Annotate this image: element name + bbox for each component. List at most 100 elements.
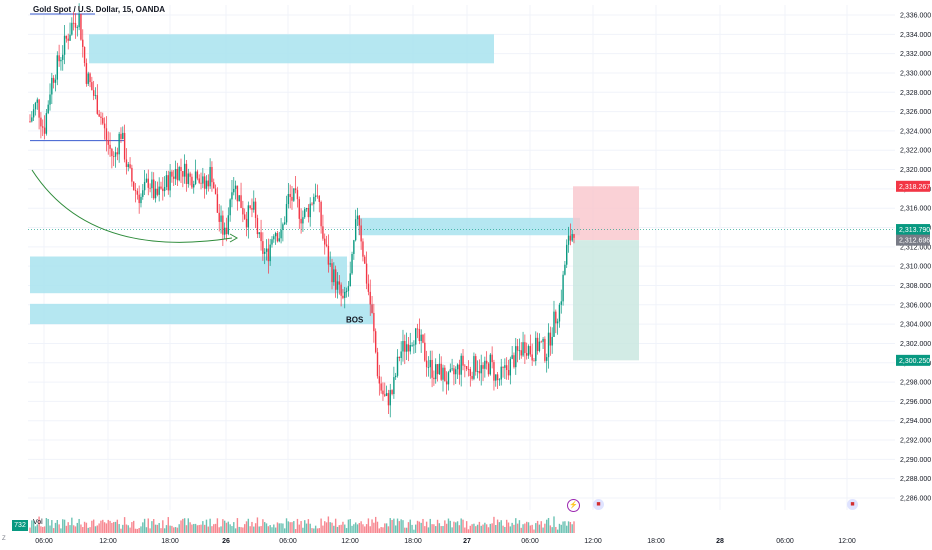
volume-bar: [120, 528, 122, 533]
candle-body: [111, 148, 113, 157]
candle-body: [116, 152, 119, 155]
candle-body: [112, 156, 115, 157]
y-tick-label: 2,302.000: [900, 341, 931, 348]
volume-bar: [405, 527, 408, 533]
candle-body: [373, 312, 375, 332]
volume-bar: [198, 524, 200, 533]
candle-body: [560, 301, 562, 305]
volume-bar: [118, 524, 120, 533]
volume-bar: [445, 523, 448, 533]
volume-bar: [76, 522, 79, 533]
candle-body: [327, 246, 330, 265]
volume-bar: [409, 519, 411, 533]
candle-body: [198, 178, 200, 183]
candle-body: [536, 337, 539, 351]
us-flag-icon[interactable]: ■: [847, 499, 858, 510]
volume-bar: [384, 523, 386, 533]
volume-bar: [542, 527, 544, 533]
volume-bar: [476, 524, 479, 533]
candle-body: [456, 364, 459, 370]
candle-body: [336, 281, 339, 290]
candle-body: [435, 364, 437, 380]
candle-body: [153, 179, 155, 199]
volume-bar: [436, 519, 439, 533]
candle-body: [200, 182, 202, 184]
y-tick-label: 2,292.000: [900, 438, 931, 445]
candle-body: [158, 186, 160, 195]
candle-body: [287, 194, 290, 205]
candle-body: [473, 356, 475, 379]
x-axis[interactable]: 06:00 12:00 18:00 26 06:00 12:00 18:00 27 06:00 1…: [35, 538, 856, 545]
candle-body: [118, 133, 120, 155]
chart-title: Gold Spot / U.S. Dollar, 15, OANDA: [33, 5, 166, 14]
candle-body: [549, 332, 552, 346]
demand-zone-1: [30, 256, 347, 294]
volume-bar: [291, 522, 293, 533]
volume-bar: [478, 521, 481, 533]
volume-bar: [265, 523, 268, 533]
candle-body: [498, 379, 501, 381]
volume-bar: [78, 518, 80, 533]
candle-body: [171, 171, 173, 177]
candle-body: [353, 240, 355, 254]
y-axis[interactable]: 2,336.000 2,334.000 2,332.000 2,330.000 2,32…: [900, 13, 931, 503]
candle-body: [551, 336, 553, 346]
candle-body: [296, 190, 299, 200]
candle-body: [236, 185, 239, 202]
candle-body: [109, 144, 111, 149]
candle-body: [511, 355, 513, 359]
candle-body: [213, 182, 215, 189]
candle-body: [45, 113, 48, 134]
candle-body: [502, 366, 504, 368]
volume-bar: [320, 518, 322, 533]
candle-body: [234, 185, 237, 189]
candle-body: [451, 368, 453, 370]
candle-body: [114, 152, 117, 157]
candle-body: [513, 355, 515, 368]
position-tool[interactable]: [573, 186, 639, 361]
candle-body: [189, 173, 191, 177]
volume-bar: [207, 526, 210, 533]
volume-bar: [418, 521, 421, 533]
candle-body: [165, 175, 168, 188]
candle-body: [176, 168, 179, 181]
candle-body: [453, 368, 455, 375]
candle-body: [29, 121, 31, 123]
price-tag-label: 2,318.267: [899, 184, 930, 191]
volume-bar: [100, 520, 102, 533]
volume-bar: [394, 525, 397, 533]
candle-body: [424, 342, 426, 361]
volume-bar: [462, 519, 464, 533]
timezone-label[interactable]: Z: [2, 536, 6, 542]
candle-body: [31, 117, 33, 122]
volume-bar: [560, 524, 562, 533]
candle-body: [384, 394, 386, 396]
candle-body: [52, 77, 55, 83]
volume-bar: [489, 523, 492, 533]
candle-body: [271, 239, 273, 245]
candle-body: [147, 178, 149, 188]
candle-body: [491, 354, 493, 363]
volume-bar: [382, 527, 384, 533]
candle-body: [307, 207, 310, 218]
candle-body: [318, 196, 320, 202]
volume-bar: [138, 527, 140, 533]
us-flag-icon[interactable]: ■: [593, 499, 604, 510]
volume-bar: [344, 524, 346, 533]
volume-bar: [353, 524, 355, 533]
candle-body: [525, 353, 528, 356]
candle-body: [300, 218, 302, 224]
candle-body: [340, 284, 342, 296]
candle-body: [527, 346, 530, 356]
volume-bar: [464, 527, 466, 533]
volume-bar: [180, 520, 182, 533]
candle-body: [60, 59, 62, 62]
candle-body: [102, 117, 104, 124]
candle-body: [278, 238, 280, 242]
candle-body: [207, 180, 210, 187]
candle-body: [238, 195, 240, 202]
lightning-icon[interactable]: ⚡: [567, 499, 580, 512]
volume-bar: [116, 519, 119, 533]
volume-bar: [369, 526, 371, 533]
